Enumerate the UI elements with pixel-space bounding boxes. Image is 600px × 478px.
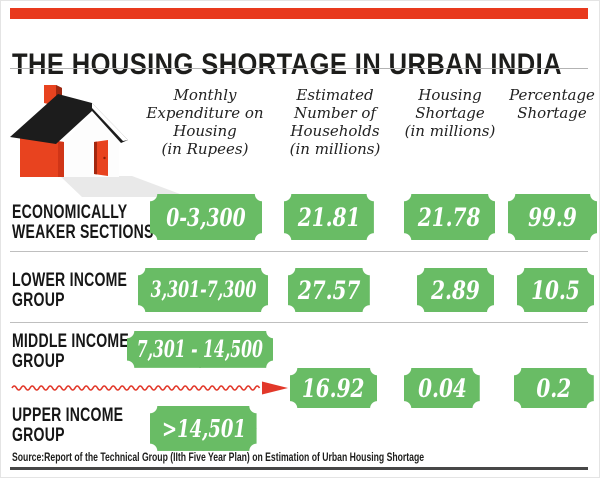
- top-accent-bar: [10, 8, 588, 19]
- house-roof: [10, 94, 128, 144]
- row-label-mig: MIDDLE INCOME GROUP: [12, 331, 129, 372]
- badge-value: 0.2: [536, 373, 572, 403]
- badge-value: 10.5: [531, 275, 580, 305]
- badge-value: 16.92: [302, 373, 365, 403]
- row-divider: [10, 322, 588, 323]
- badge-ews-expenditure: 0-3,300: [150, 194, 262, 240]
- house-left-wall: [20, 136, 64, 177]
- badge-lig-percentage: 10.5: [517, 268, 594, 312]
- badge-value: >14,501: [161, 414, 246, 443]
- title-divider: [10, 68, 588, 69]
- badge-value: 2.89: [431, 275, 480, 305]
- badge-value: 3,301-7,300: [150, 277, 256, 303]
- badge-lig-households: 27.57: [288, 268, 370, 312]
- house-icon: [10, 85, 188, 197]
- badge-uig-expenditure: >14,501: [150, 406, 257, 451]
- row-divider: [10, 251, 588, 252]
- badge-lig-expenditure: 3,301-7,300: [138, 268, 268, 312]
- row-label-lig: LOWER INCOME GROUP: [12, 270, 128, 311]
- bottom-rule: [10, 467, 588, 470]
- wavy-arrow-right-icon: [11, 381, 288, 395]
- row-label-ews: ECONOMICALLY WEAKER SECTIONS: [12, 202, 154, 243]
- source-note: Source:Report of the Technical Group (II…: [12, 450, 425, 464]
- badge-merged-households: 16.92: [290, 368, 377, 408]
- column-header-expenditure: Monthly Expenditure on Housing (in Rupee…: [146, 86, 264, 158]
- badge-mig-expenditure: 7,301 - 14,500: [127, 331, 273, 368]
- arrowhead: [262, 381, 288, 395]
- badge-ews-percentage: 99.9: [508, 194, 597, 240]
- badge-merged-percentage: 0.2: [514, 368, 594, 408]
- row-label-uig: UPPER INCOME GROUP: [12, 405, 124, 446]
- badge-lig-shortage: 2.89: [417, 268, 494, 312]
- page-title: THE HOUSING SHORTAGE IN URBAN INDIA: [12, 48, 562, 82]
- column-header-households: Estimated Number of Households (in milli…: [289, 86, 381, 158]
- badge-value: 99.9: [528, 202, 577, 232]
- column-header-shortage: Housing Shortage (in millions): [404, 86, 496, 140]
- badge-value: 0.04: [417, 373, 467, 403]
- badge-value: 27.57: [297, 275, 361, 305]
- badge-ews-households: 21.81: [284, 194, 374, 240]
- badge-value: 0-3,300: [166, 202, 246, 232]
- house-shadow: [60, 176, 188, 197]
- column-header-percentage: Percentage Shortage: [509, 86, 595, 122]
- badge-value: 21.81: [297, 202, 361, 232]
- badge-merged-shortage: 0.04: [404, 368, 480, 408]
- house-door: [94, 140, 108, 176]
- badge-value: 7,301 - 14,500: [136, 336, 264, 363]
- badge-value: 21.78: [418, 202, 481, 232]
- badge-ews-shortage: 21.78: [404, 194, 495, 240]
